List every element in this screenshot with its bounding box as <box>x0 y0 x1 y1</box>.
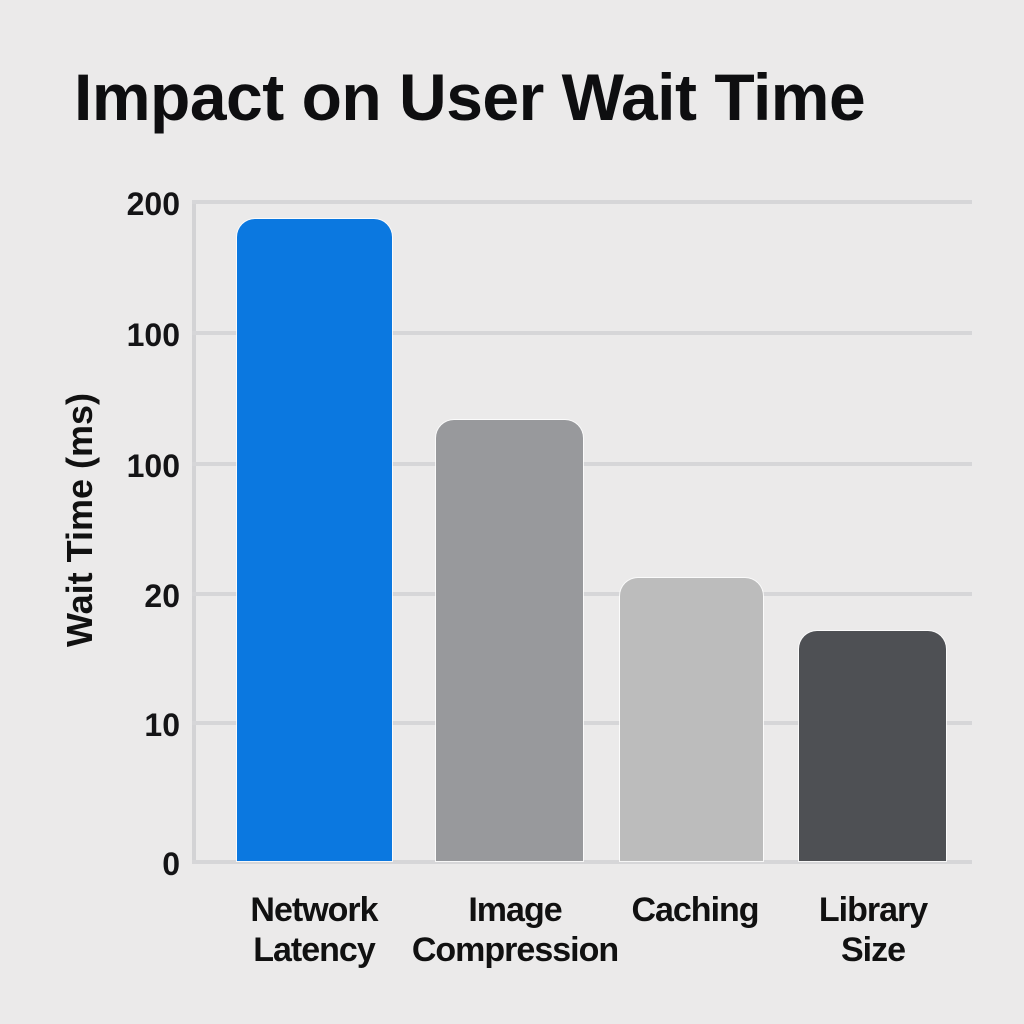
y-tick-20: 20 <box>144 578 180 614</box>
y-tick-100-upper: 100 <box>126 317 180 353</box>
x-axis-line <box>192 860 972 864</box>
bar-network-latency[interactable] <box>237 219 392 861</box>
x-label-caching: Caching <box>615 890 775 930</box>
y-tick-100-lower: 100 <box>126 448 180 484</box>
x-label-line2: Latency <box>253 931 376 969</box>
x-label-library-size: Library Size <box>793 890 953 970</box>
x-label-network-latency: Network Latency <box>234 890 394 970</box>
gridline-200 <box>192 200 972 204</box>
bar-image-compression[interactable] <box>436 420 583 861</box>
x-label-line1: Image <box>468 891 562 929</box>
x-label-line1: Caching <box>631 891 759 929</box>
chart-title: Impact on User Wait Time <box>74 60 866 134</box>
gridline-100-upper <box>192 331 972 335</box>
plot-area <box>192 196 972 864</box>
bar-library-size[interactable] <box>799 631 946 861</box>
y-tick-10: 10 <box>144 707 180 743</box>
x-label-line2: Size <box>840 931 906 969</box>
x-label-line2: Compression <box>411 931 619 969</box>
y-tick-200: 200 <box>126 186 180 222</box>
x-label-line1: Network <box>250 891 378 929</box>
y-tick-0: 0 <box>162 846 180 882</box>
y-axis-line <box>192 200 196 864</box>
x-label-image-compression: Image Compression <box>405 890 625 970</box>
x-label-line1: Library <box>818 891 928 929</box>
bar-caching[interactable] <box>620 578 763 861</box>
